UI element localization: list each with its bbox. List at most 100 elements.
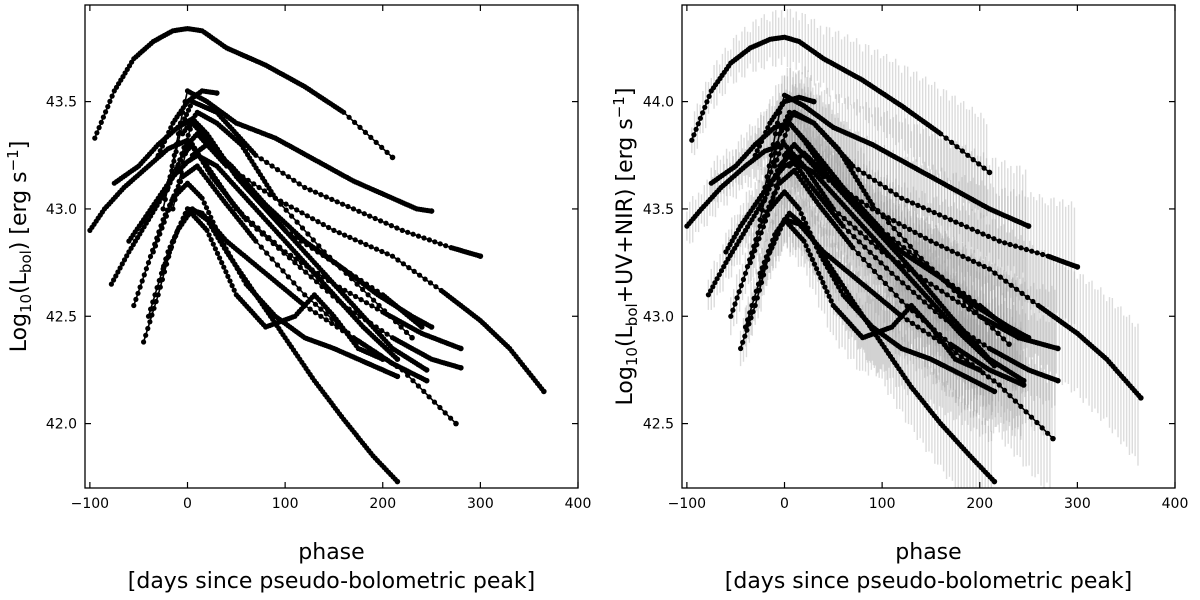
data-point: [907, 243, 913, 249]
data-point: [896, 221, 902, 227]
data-point: [422, 276, 428, 282]
data-point: [173, 149, 179, 155]
data-point: [980, 231, 986, 237]
data-point: [183, 138, 189, 145]
data-point: [1012, 243, 1019, 249]
data-point: [700, 110, 706, 116]
data-point: [276, 245, 282, 251]
data-point: [1018, 245, 1024, 251]
data-point: [477, 253, 484, 259]
data-point: [157, 148, 163, 154]
data-point: [997, 274, 1004, 280]
data-point: [975, 229, 981, 235]
data-point: [428, 208, 435, 214]
data-point: [986, 266, 993, 272]
data-point: [992, 270, 998, 276]
data-point: [427, 280, 434, 286]
data-point: [833, 280, 840, 286]
data-point: [873, 255, 879, 261]
data-point: [212, 224, 218, 230]
x-tick-label: 0: [183, 496, 192, 512]
data-point: [304, 213, 310, 219]
series-1: [689, 34, 993, 176]
data-point: [958, 221, 964, 227]
data-point: [221, 242, 227, 248]
data-point: [1028, 414, 1035, 420]
data-point: [232, 262, 238, 268]
data-point: [811, 239, 817, 245]
left-plot-lines: [87, 26, 547, 485]
data-point: [1025, 223, 1032, 229]
data-point: [156, 277, 162, 284]
data-point: [155, 152, 161, 158]
data-point: [376, 302, 382, 309]
data-point: [964, 224, 970, 230]
data-point: [160, 217, 166, 223]
data-point: [772, 131, 779, 137]
data-point: [145, 313, 152, 319]
data-point: [852, 225, 858, 231]
data-point: [742, 324, 749, 330]
data-point: [862, 244, 868, 250]
data-point: [316, 243, 322, 249]
data-point: [747, 257, 753, 263]
data-point: [183, 111, 190, 118]
data-point: [877, 181, 883, 187]
data-point: [96, 125, 102, 131]
x-tick-label: 100: [272, 496, 299, 512]
data-point: [372, 215, 378, 222]
data-point: [340, 325, 346, 331]
data-point: [915, 324, 921, 330]
data-point: [991, 478, 998, 485]
data-point: [409, 334, 415, 341]
data-point: [753, 237, 759, 243]
data-point: [764, 174, 770, 180]
data-point: [691, 132, 697, 138]
data-point: [1029, 248, 1035, 254]
data-point: [1016, 334, 1022, 341]
data-point: [150, 299, 156, 305]
data-point: [864, 202, 870, 208]
x-tick-label: −100: [71, 496, 109, 512]
data-point: [760, 267, 766, 273]
data-point: [780, 138, 786, 145]
data-point: [820, 279, 826, 286]
data-point: [920, 328, 926, 334]
data-point: [772, 163, 778, 169]
data-point: [152, 292, 158, 298]
data-point: [702, 104, 708, 110]
data-point: [164, 134, 170, 140]
data-point: [845, 228, 852, 234]
data-point: [871, 177, 878, 183]
data-point: [928, 238, 934, 244]
data-point: [826, 293, 832, 299]
data-point: [697, 115, 704, 121]
data-point: [148, 306, 154, 312]
series-15: [155, 88, 220, 158]
data-point: [384, 251, 390, 257]
data-point: [239, 273, 245, 279]
data-point: [776, 151, 782, 157]
data-point: [775, 231, 781, 237]
data-point: [985, 374, 992, 380]
data-point: [1055, 345, 1061, 352]
data-point: [162, 212, 168, 218]
data-point: [345, 203, 351, 210]
data-point: [336, 230, 342, 236]
data-point: [373, 139, 379, 145]
data-point: [926, 207, 932, 213]
data-point: [312, 301, 319, 307]
data-point: [995, 330, 1001, 336]
data-point: [261, 188, 268, 194]
data-point: [350, 206, 357, 212]
series-4: [170, 131, 547, 395]
data-point: [778, 145, 784, 151]
data-point: [227, 278, 233, 284]
data-point: [166, 129, 172, 135]
data-point: [749, 250, 755, 256]
data-point: [693, 126, 699, 132]
data-point: [855, 167, 861, 173]
data-point: [362, 129, 368, 135]
data-point: [437, 404, 443, 411]
